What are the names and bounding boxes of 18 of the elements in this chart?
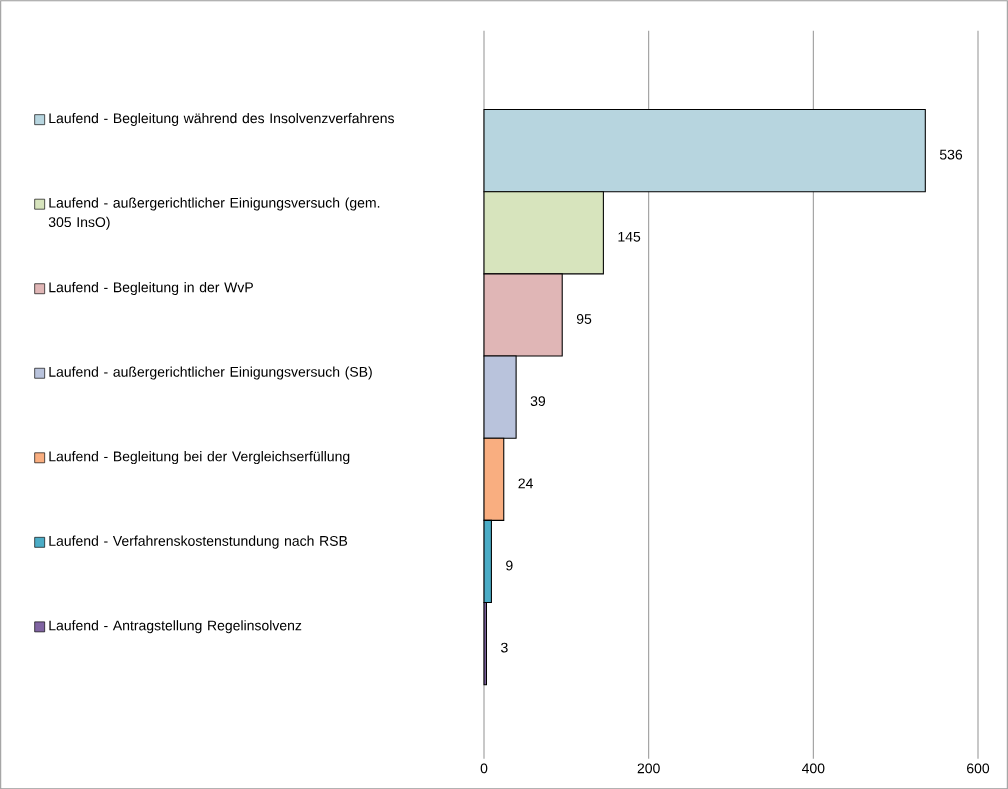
x-tick-label: 0 bbox=[480, 763, 488, 774]
data-label: 24 bbox=[518, 478, 533, 489]
legend-label: Laufend - Verfahrenskostenstundung nach RSB bbox=[49, 535, 348, 549]
legend-label: Laufend - Begleitung in der WvP bbox=[49, 281, 253, 295]
legend-label: Laufend - außergerichtlicher Einigungsversuch (SB) bbox=[49, 366, 372, 380]
legend-label: Laufend - Begleitung während des Insolvenzverfahrens bbox=[49, 112, 395, 126]
data-label: 145 bbox=[618, 231, 641, 242]
data-label: 95 bbox=[576, 313, 592, 324]
data-label: 39 bbox=[530, 396, 546, 406]
x-tick-label: 200 bbox=[637, 763, 660, 774]
data-label: 9 bbox=[506, 560, 513, 571]
data-label: 536 bbox=[939, 149, 963, 160]
x-tick-label: 600 bbox=[967, 763, 990, 774]
data-label: 3 bbox=[501, 642, 508, 653]
legend-label: Laufend - Begleitung bei der Vergleichserfüllung bbox=[49, 450, 350, 464]
legend-label: Laufend - Antragstellung Regelinsolvenz bbox=[49, 619, 302, 634]
x-tick-label: 400 bbox=[801, 763, 825, 774]
legend-label: Laufend - außergerichtlicher Einigungsversuch (gem. 305 InsO) bbox=[48, 197, 380, 230]
